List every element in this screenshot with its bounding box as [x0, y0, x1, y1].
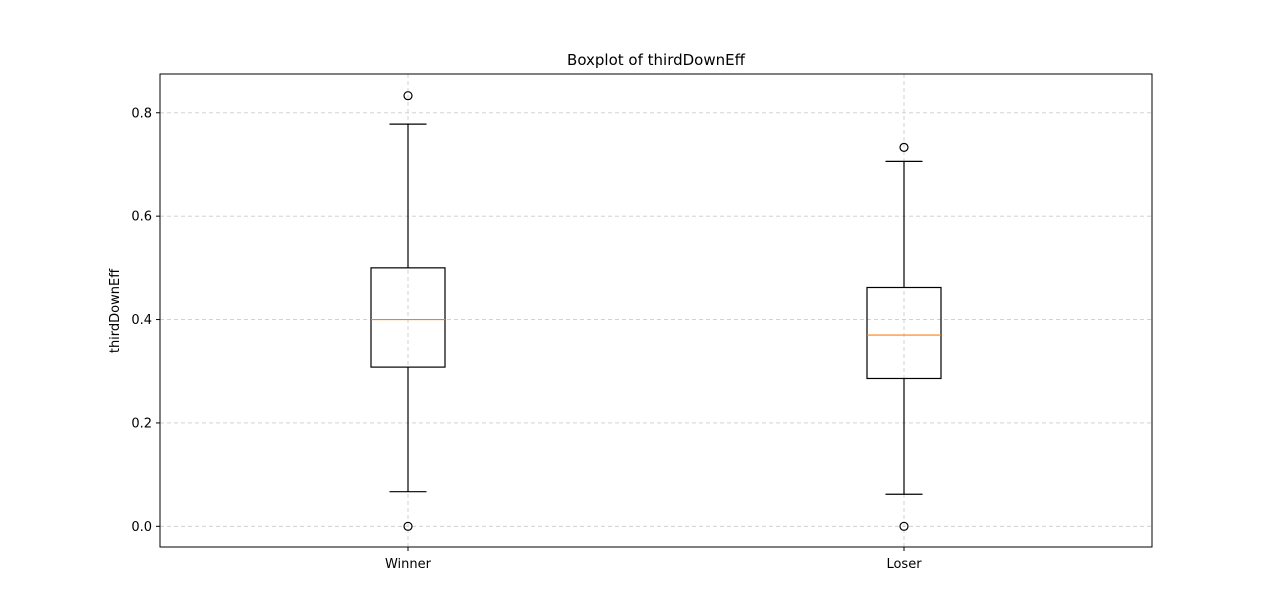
plot-area-frame	[159, 73, 1153, 548]
outlier-point	[403, 91, 413, 101]
y-tick-label: 0.0	[131, 520, 152, 535]
x-tick-label: Winner	[385, 557, 432, 572]
y-tick-label: 0.6	[131, 210, 152, 225]
boxes	[370, 91, 942, 531]
outlier-point	[403, 521, 413, 531]
outlier-point	[899, 142, 909, 153]
box-loser	[866, 142, 942, 531]
y-tick-label: 0.8	[131, 106, 152, 121]
outlier-point	[899, 521, 909, 531]
y-axis-ticks: 0.0 0.2 0.4 0.6 0.8	[131, 106, 160, 535]
iqr-box	[370, 267, 446, 368]
y-tick-label: 0.2	[131, 416, 152, 431]
y-axis-label: thirdDownEff	[108, 268, 123, 353]
iqr-box	[866, 286, 942, 380]
chart-title: Boxplot of thirdDownEff	[567, 51, 746, 69]
y-tick-label: 0.4	[131, 313, 152, 328]
x-tick-label: Loser	[886, 557, 922, 572]
x-axis-ticks: Winner Loser	[385, 547, 922, 572]
box-winner	[370, 91, 446, 531]
grid-lines	[160, 74, 1152, 547]
